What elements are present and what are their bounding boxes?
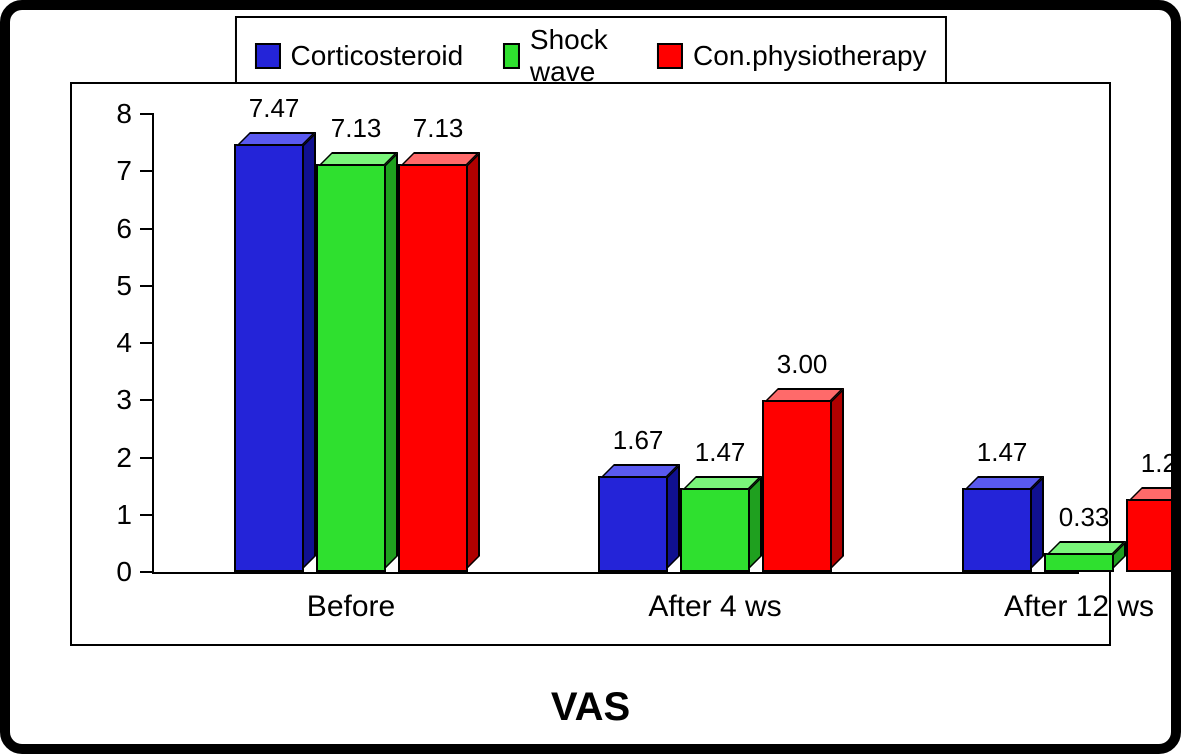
- y-tick-label: 6: [116, 213, 132, 245]
- bar: [962, 488, 1032, 572]
- bar-value-label: 7.47: [249, 93, 300, 124]
- legend-swatch: [657, 43, 683, 69]
- y-tick-label: 0: [116, 556, 132, 588]
- bar-value-label: 1.67: [613, 425, 664, 456]
- y-tick-label: 5: [116, 270, 132, 302]
- legend-swatch: [254, 43, 280, 69]
- bar-side-face: [666, 464, 680, 570]
- y-tick: [140, 170, 154, 172]
- legend-label: Corticosteroid: [290, 40, 463, 72]
- legend-item: Corticosteroid: [254, 40, 463, 72]
- x-axis-label: VAS: [551, 685, 630, 730]
- bar-value-label: 1.27: [1141, 448, 1181, 479]
- bar: [1044, 553, 1114, 572]
- legend-item: Con.physiotherapy: [657, 40, 926, 72]
- y-tick-label: 2: [116, 442, 132, 474]
- category-label: Before: [307, 590, 395, 624]
- bar-value-label: 7.13: [331, 113, 382, 144]
- bar-group: After 12 ws1.470.331.27: [962, 114, 1181, 572]
- bar: [762, 400, 832, 572]
- y-tick-label: 8: [116, 98, 132, 130]
- bar-value-label: 3.00: [777, 349, 828, 380]
- category-label: After 12 ws: [1004, 590, 1154, 624]
- bar-side-face: [1030, 476, 1044, 570]
- bar: [316, 164, 386, 572]
- chart-frame: Corticosteroid Shock wave Con.physiotherap…: [0, 0, 1181, 754]
- x-axis: [152, 572, 1079, 574]
- bar-side-face: [466, 152, 480, 570]
- y-tick-label: 7: [116, 155, 132, 187]
- y-tick-label: 1: [116, 499, 132, 531]
- bar-group: After 4 ws1.671.473.00: [598, 114, 832, 572]
- y-tick-label: 3: [116, 384, 132, 416]
- bar: [234, 144, 304, 572]
- bar-value-label: 1.47: [977, 437, 1028, 468]
- bar-value-label: 1.47: [695, 437, 746, 468]
- bar: [680, 488, 750, 572]
- bar: [598, 476, 668, 572]
- bar-value-label: 7.13: [413, 113, 464, 144]
- y-tick: [140, 113, 154, 115]
- legend-item: Shock wave: [503, 24, 617, 88]
- bar-top-face: [1128, 487, 1181, 501]
- plot-panel: 0 1 2 3 4 5 6 7 8 Before 7.47 7.13 7.13 After 4 ws 1.6…: [70, 82, 1111, 646]
- bar: [1126, 499, 1181, 572]
- y-tick: [140, 571, 154, 573]
- y-tick: [140, 399, 154, 401]
- y-tick: [140, 514, 154, 516]
- bar-side-face: [748, 476, 762, 570]
- category-label: After 4 ws: [648, 590, 781, 624]
- bar-value-label: 0.33: [1059, 502, 1110, 533]
- bar: [398, 164, 468, 572]
- y-tick: [140, 285, 154, 287]
- bar-side-face: [830, 388, 844, 570]
- bar-side-face: [384, 152, 398, 570]
- y-tick: [140, 228, 154, 230]
- legend-swatch: [503, 43, 520, 69]
- bar-group: Before7.477.137.13: [234, 114, 468, 572]
- plot-area: 012345678Before7.477.137.13After 4 ws1.6…: [154, 114, 1079, 572]
- y-tick-label: 4: [116, 327, 132, 359]
- bar-side-face: [302, 132, 316, 570]
- y-tick: [140, 457, 154, 459]
- legend-label: Con.physiotherapy: [693, 40, 926, 72]
- y-tick: [140, 342, 154, 344]
- legend-label: Shock wave: [530, 24, 617, 88]
